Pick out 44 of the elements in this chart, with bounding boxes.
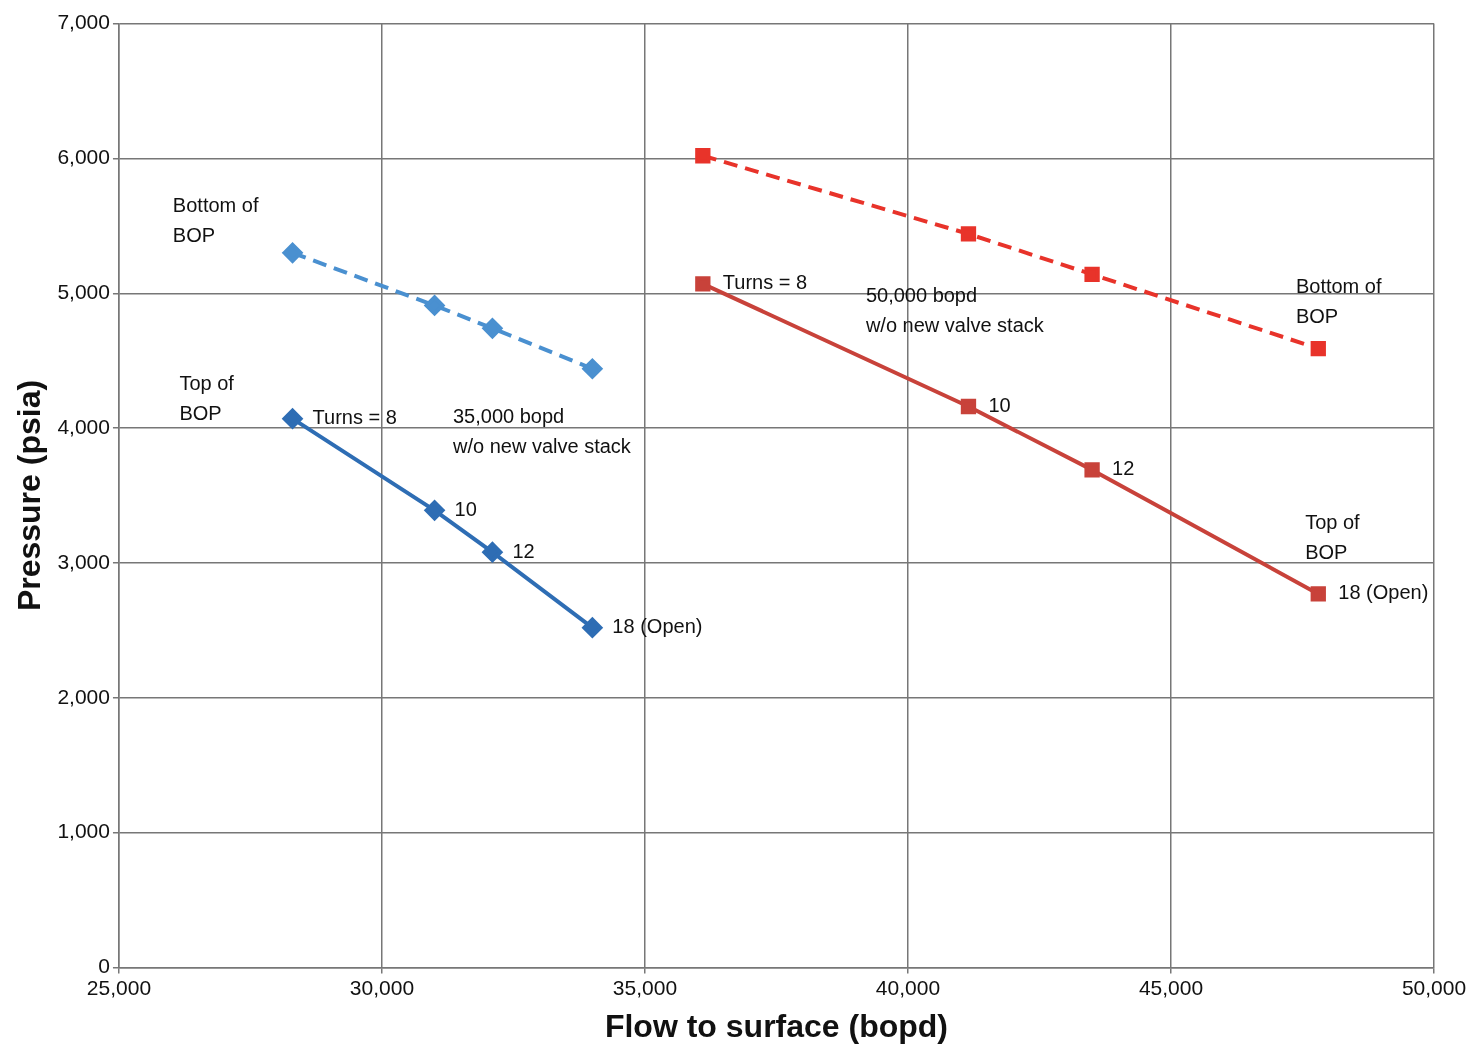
annotation: Turns = 8 <box>312 406 397 429</box>
point <box>1310 586 1326 602</box>
annotation: Bottom of BOP <box>1295 274 1382 327</box>
y-tick-label: 4,000 <box>57 414 110 438</box>
annotation: Bottom of BOP <box>172 194 259 247</box>
point <box>482 542 503 563</box>
point <box>960 398 977 415</box>
x-tick-label: 45,000 <box>1138 975 1204 999</box>
point <box>695 148 711 164</box>
annotation: 18 (Open) <box>1338 581 1429 604</box>
annotation: 35,000 bopd w/o new valve stack <box>451 404 632 457</box>
x-tick-label: 25,000 <box>86 975 152 999</box>
y-tick-label: 7,000 <box>57 10 110 34</box>
y-tick-label: 5,000 <box>57 280 110 304</box>
annotation: Turns = 8 <box>722 271 808 294</box>
point <box>1084 462 1100 478</box>
annotation: Top of BOP <box>179 371 235 424</box>
x-tick-label: 30,000 <box>349 975 415 999</box>
annotation: 12 <box>512 539 535 562</box>
point <box>582 358 603 379</box>
point <box>282 408 303 429</box>
point <box>1084 266 1100 283</box>
point <box>282 242 303 263</box>
annotation: Top of BOP <box>1305 511 1361 564</box>
y-tick-label: 3,000 <box>57 549 110 573</box>
point <box>424 500 445 521</box>
annotation: 10 <box>988 394 1011 417</box>
point <box>582 617 603 638</box>
x-tick-label: 35,000 <box>612 975 678 999</box>
annotation: 10 <box>454 497 477 520</box>
y-tick-label: 0 <box>98 954 110 978</box>
point <box>482 318 503 339</box>
annotation: 12 <box>1112 457 1135 480</box>
x-tick-label: 50,000 <box>1401 975 1467 999</box>
x-axis-title: Flow to surface (bopd) <box>604 1007 949 1044</box>
point <box>960 226 977 242</box>
point <box>695 276 711 292</box>
point <box>424 295 445 316</box>
y-tick-label: 1,000 <box>57 819 110 843</box>
y-tick-label: 6,000 <box>57 145 110 169</box>
y-tick-label: 2,000 <box>57 684 110 708</box>
point <box>1310 340 1326 357</box>
y-axis-title: Pressure (psia) <box>11 379 48 612</box>
x-tick-label: 40,000 <box>875 975 941 999</box>
